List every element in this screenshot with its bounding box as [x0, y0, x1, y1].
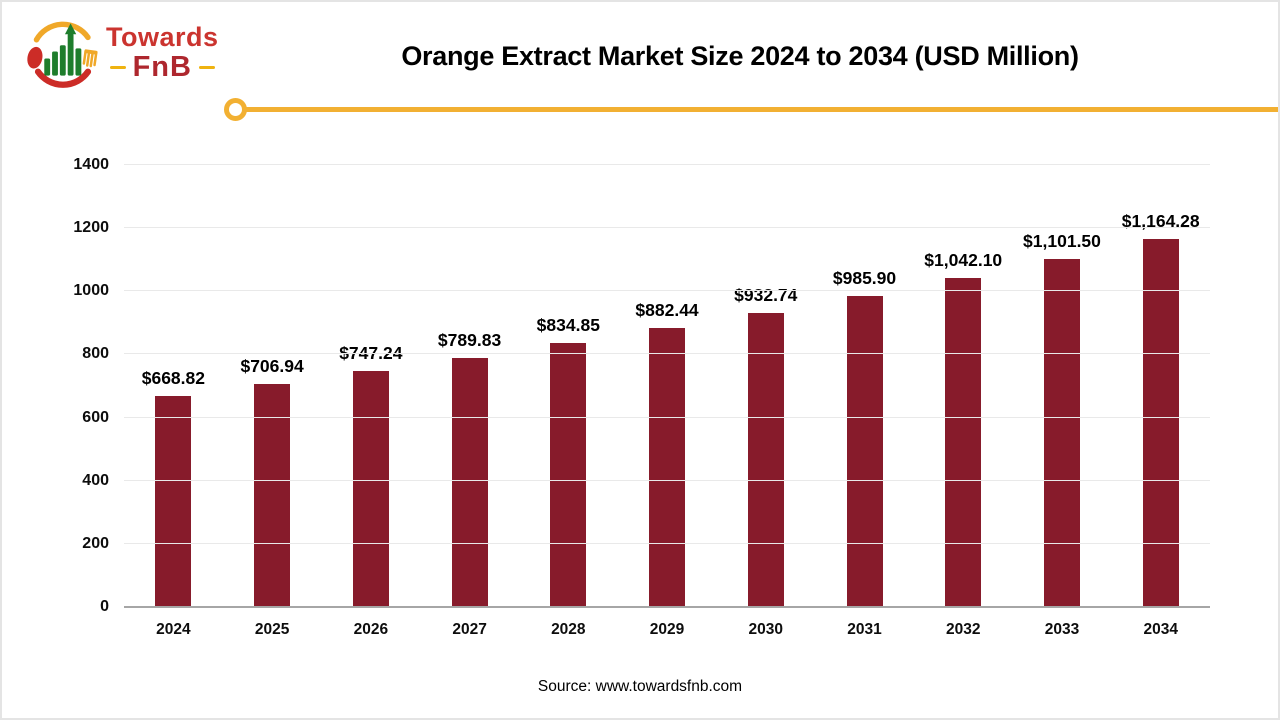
bar-2033: [1043, 259, 1080, 607]
bar-slot: $668.82: [124, 165, 223, 607]
gridline: [124, 290, 1210, 292]
bar-slot: $706.94: [223, 165, 322, 607]
bar-value-label: $706.94: [240, 355, 304, 376]
y-axis-tick-label: 400: [82, 471, 109, 489]
bar-2024: [155, 395, 192, 607]
bar-slot: $1,164.28: [1111, 165, 1210, 607]
x-axis-tick-label: 2033: [1044, 621, 1080, 638]
bar-slot: $1,101.50: [1013, 165, 1112, 607]
chart-title: Orange Extract Market Size 2024 to 2034 …: [401, 41, 1079, 71]
x-axis-tick-label: 2029: [649, 621, 685, 638]
bar-2025: [254, 383, 291, 607]
bar-value-label: $882.44: [635, 300, 699, 321]
bar-2032: [945, 278, 982, 607]
bar-value-label: $1,042.10: [924, 250, 1003, 270]
x-axis-tick-label: 2031: [847, 621, 882, 638]
x-axis-tick-label: 2026: [353, 621, 389, 638]
y-axis-tick-label: 600: [82, 408, 109, 426]
x-axis-tick-label: 2032: [946, 621, 981, 638]
bar-2029: [649, 328, 686, 607]
bar-value-label: $834.85: [536, 315, 600, 336]
bar-slot: $834.85: [519, 165, 618, 607]
brand-logo-text: Towards FnB: [106, 22, 219, 84]
brand-name-bottom: FnB: [132, 51, 192, 83]
title-divider-line: [246, 107, 1278, 112]
x-axis-baseline: [124, 606, 1210, 608]
bar-slot: $747.24: [321, 165, 420, 607]
gridline: [124, 479, 1210, 481]
x-axis: 2024 2025 2026 2027 2028 2029 2030 2031 2032 2033…: [124, 621, 1210, 639]
plot-area: $668.82 $706.94 $747.24 $789.83 $834.85 $882.…: [124, 164, 1210, 608]
brand-name-top: Towards: [106, 22, 219, 52]
brand-dash-right: [198, 65, 215, 70]
divider-ring-icon: [224, 98, 247, 121]
y-axis-tick-label: 200: [82, 534, 109, 552]
bar-value-label: $747.24: [339, 343, 403, 364]
bar-2034: [1142, 239, 1179, 607]
bar-value-label: $789.83: [437, 329, 502, 350]
x-axis-tick-label: 2024: [156, 621, 191, 638]
y-axis-tick-label: 1400: [73, 156, 109, 173]
bar-2030: [747, 312, 784, 607]
y-axis-tick-label: 1200: [73, 219, 109, 237]
bar-slot: $789.83: [420, 165, 519, 607]
bar-value-label: $1,164.28: [1121, 211, 1200, 232]
source-text: Source: www.towardsfnb.com: [537, 678, 743, 695]
x-axis-tick-label: 2030: [748, 621, 784, 638]
bar-value-label: $985.90: [832, 267, 897, 288]
bar-slot: $932.74: [716, 165, 815, 607]
y-axis-tick-label: 800: [82, 345, 109, 363]
gridline: [124, 353, 1210, 355]
gridline: [124, 416, 1210, 418]
bar-2031: [846, 295, 883, 607]
x-axis-tick-label: 2027: [452, 621, 487, 638]
bar-value-label: $932.74: [734, 284, 798, 305]
brand-dash-left: [109, 65, 126, 70]
x-axis-tick-label: 2034: [1143, 621, 1178, 638]
y-axis-tick-label: 1000: [73, 282, 109, 300]
brand-logo: Towards FnB: [24, 14, 219, 92]
bar-value-label: $668.82: [141, 367, 205, 388]
gridline: [124, 227, 1210, 229]
bar-2028: [550, 343, 587, 607]
gridline: [124, 542, 1210, 544]
brand-logo-icon: [27, 21, 98, 88]
x-axis-tick-label: 2028: [551, 621, 586, 638]
bar-2026: [352, 371, 389, 607]
bar-2027: [451, 357, 488, 607]
bars-row: $668.82 $706.94 $747.24 $789.83 $834.85 $882.…: [124, 165, 1210, 607]
y-axis: 0 200 400 600 800 1000 1200 1400: [42, 156, 109, 615]
bar-slot: $985.90: [815, 165, 914, 607]
bar-slot: $882.44: [618, 165, 717, 607]
gridline: [124, 164, 1210, 165]
bar-value-label: $1,101.50: [1023, 231, 1101, 252]
x-axis-tick-label: 2025: [254, 621, 290, 638]
y-axis-tick-label: 0: [100, 598, 109, 615]
bar-slot: $1,042.10: [914, 165, 1013, 607]
